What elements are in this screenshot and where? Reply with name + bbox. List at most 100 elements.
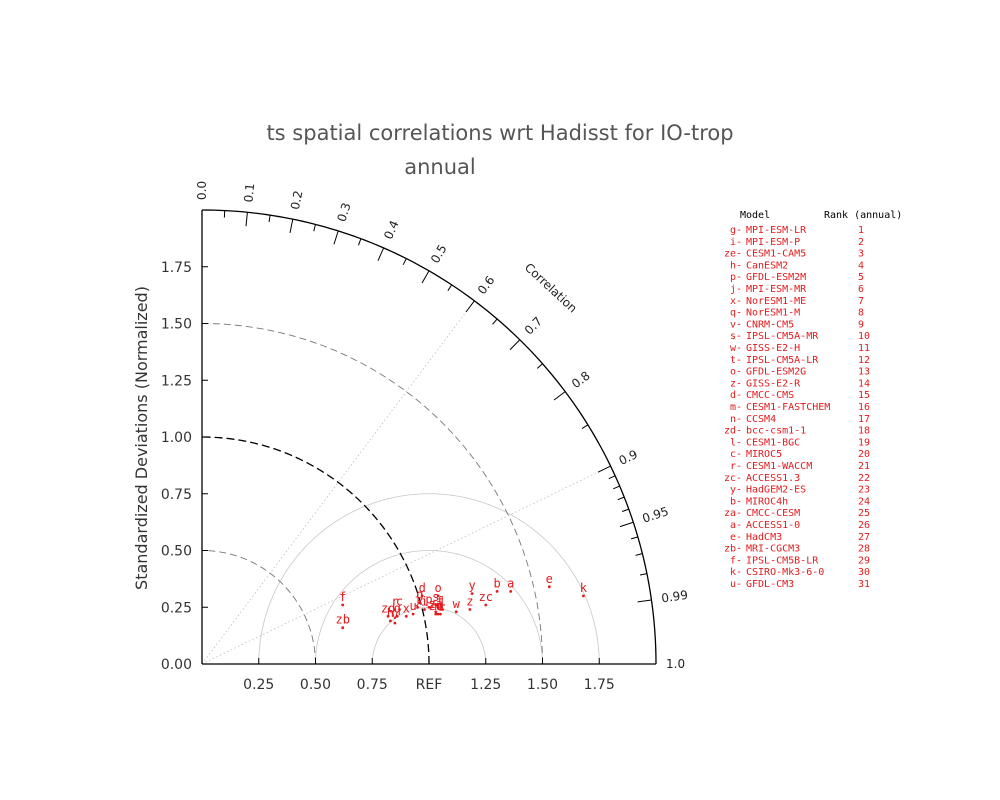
correlation-tick-label: 0.9 [617,447,640,468]
legend-code: k- [730,567,742,578]
legend-model-name: ACCESS1.3 [746,473,800,484]
marker-z [468,608,472,611]
marker-label-s: s [432,590,439,604]
x-tick-label: 0.25 [243,677,274,693]
chart-subtitle: annual [404,155,476,179]
legend-model-name: CESM1-WACCM [746,461,812,472]
correlation-major-tick [637,599,652,603]
correlation-tick-label: 0.6 [475,273,498,297]
correlation-tick-label: 0.5 [428,242,450,266]
legend-rank: 30 [858,567,870,578]
marker-label-p: p [425,592,432,606]
legend-model-name: CESM1-BGC [746,437,800,448]
marker-label-zd: zd [381,601,395,615]
rms-arc-0.75 [258,493,600,665]
correlation-tick-label: 0.3 [335,201,354,223]
correlation-tick-label: 0.99 [660,588,688,606]
legend-rank: 26 [858,520,870,531]
legend-model-name: CMCC-CESM [746,508,800,519]
legend-model-name: MPI-ESM-LR [746,225,807,236]
correlation-major-tick [597,465,611,473]
marker-label-d: d [419,581,426,595]
rms-arc-0.5 [315,550,543,665]
marker-x [404,614,408,618]
marker-label-za: za [429,597,443,611]
marker-f [341,603,345,607]
legend-code: e- [730,532,742,543]
correlation-minor-tick [617,496,625,501]
legend-model-name: HadGEM2-ES [746,485,806,496]
legend-code: x- [730,296,742,307]
legend-code: b- [730,496,742,507]
correlation-tick-label: 0.4 [381,218,401,241]
correlation-minor-tick [357,238,362,246]
legend-model-name: ACCESS1-0 [746,520,800,531]
legend-rank: 12 [858,355,870,366]
marker-i [423,608,426,611]
legend-code: c- [730,449,742,460]
marker-label-r: r [391,595,398,609]
correlation-minor-tick [613,485,620,490]
correlation-major-tick [377,247,385,261]
correlation-axis-label: Correlation [522,260,580,315]
marker-l [441,608,444,611]
marker-h [389,619,392,623]
legend-code: g- [730,225,742,236]
legend-rank: 8 [858,308,864,319]
legend-model-name: GISS-E2-R [746,378,801,389]
marker-label-u: u [409,599,416,613]
marker-w [454,610,458,614]
legend-rank: 11 [858,343,870,354]
legend-model-name: GFDL-ESM2M [746,272,806,283]
correlation-minor-tick [635,553,643,556]
legend-rank: 17 [858,414,870,425]
marker-t [439,608,442,611]
marker-j [416,605,419,609]
correlation-major-tick [553,391,566,401]
legend-code: w- [730,343,742,354]
marker-d [420,594,424,598]
marker-label-w: w [453,597,461,611]
legend-code: t- [730,355,742,366]
correlation-minor-tick [639,573,648,576]
marker-label-a: a [507,576,514,590]
marker-ze [434,612,438,616]
legend-code: m- [730,402,742,413]
marker-label-k: k [580,581,588,595]
legend-rank: 1 [858,225,864,236]
y-tick-label: 0.50 [161,544,192,560]
legend-code: zc- [724,473,742,484]
legend-rank: 3 [858,249,864,260]
marker-label-v: v [391,608,398,622]
y-axis-label: Standardized Deviations (Normalized) [132,286,151,590]
marker-label-l: l [439,595,446,609]
marker-label-o: o [434,581,441,595]
marker-n [439,612,442,616]
legend-model-name: HadCM3 [746,532,782,543]
correlation-minor-tick [402,258,407,266]
legend-code: zb- [724,544,742,555]
correlation-tick-label: 1.0 [666,657,685,671]
legend-model-name: bcc-csm1-1 [746,426,806,437]
std-arc-0.5 [201,550,316,665]
outer-arc [201,209,657,665]
correlation-minor-tick [608,475,616,480]
legend-model-name: IPSL-CM5B-LR [746,555,819,566]
marker-b [495,590,499,593]
correlation-major-tick [465,300,475,313]
plot-area: 0.25 0.50 0.75 1.25 1.50 1.75 REF 0.00 0.25 0.50 0… [161,181,689,693]
marker-label-h: h [387,606,394,620]
legend-code: d- [730,390,742,401]
marker-s [434,603,438,607]
correlation-major-tick [333,230,339,245]
legend-code: n- [730,414,742,425]
legend-model-name: CESM1-CAM5 [746,249,806,260]
legend-rank: 20 [858,449,870,460]
legend-rank: 13 [858,367,870,378]
legend-model-name: IPSL-CM5A-LR [746,355,819,366]
y-tick-label: 0.00 [161,657,192,673]
x-tick-label: 1.75 [584,677,615,693]
marker-label-j: j [414,592,421,606]
correlation-major-tick [421,270,430,284]
correlation-tick-label: 0.1 [241,183,257,203]
